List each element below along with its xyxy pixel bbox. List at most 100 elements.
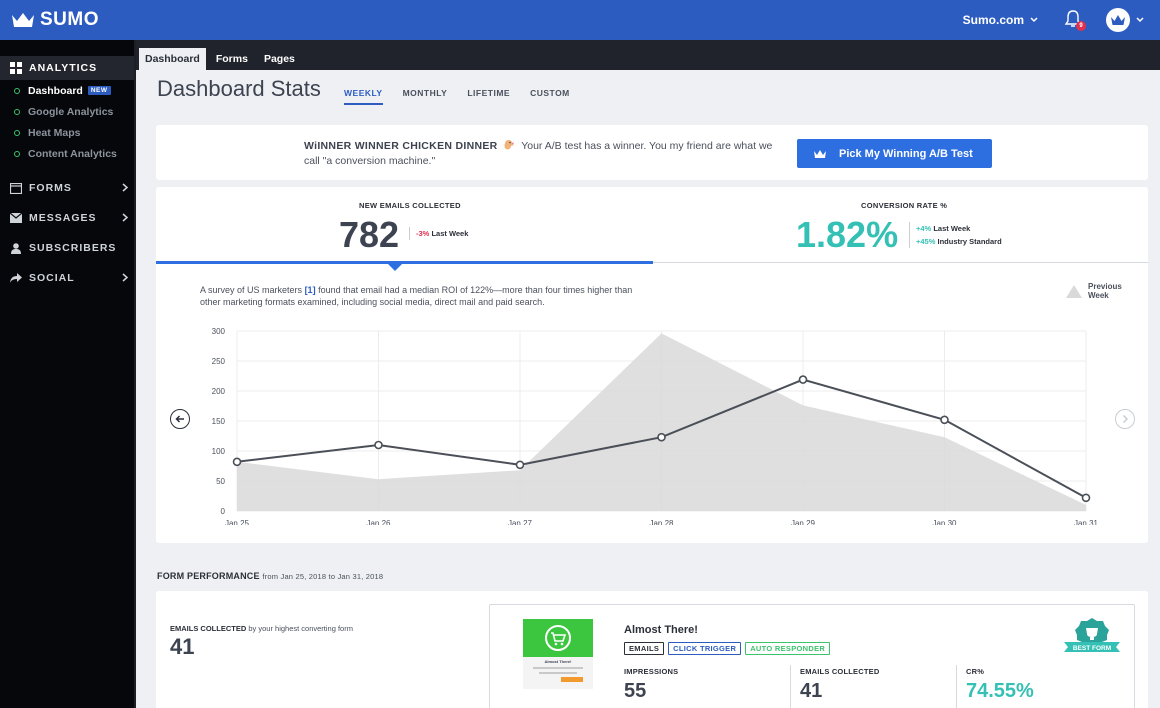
thumbnail-title: Almost There! [544,659,572,664]
period-tab-monthly[interactable]: MONTHLY [402,88,448,98]
emails-collected-label: EMAILS COLLECTED by your highest convert… [170,624,353,633]
tag-auto-responder: AUTO RESPONDER [745,642,831,655]
x-tick-label: Jan 29 [791,519,816,525]
tab-forms[interactable]: Forms [215,53,248,65]
tab-dashboard[interactable]: Dashboard [139,48,206,70]
survey-note: A survey of US marketers [1] found that … [200,284,640,308]
active-stat-caret [388,264,402,271]
chevron-right-icon [1122,414,1129,424]
sidebar-item-heat-maps[interactable]: Heat Maps [0,122,134,143]
arrow-left-icon [175,415,184,423]
button-label: Pick My Winning A/B Test [839,147,973,160]
emails-change-value: -3% [416,229,430,238]
metric-impressions: IMPRESSIONS 55 [624,667,678,703]
previous-week-area [237,333,1086,511]
crown-icon [814,149,826,158]
thumbnail-text-line [539,672,577,674]
next-period-button[interactable] [1115,409,1135,429]
conversion-stat-label: CONVERSION RATE % [861,201,948,210]
chicken-icon [503,139,515,151]
data-point [657,432,666,442]
chevron-down-icon[interactable] [1136,17,1144,23]
chevron-right-icon [122,273,128,282]
form-name: Almost There! [624,624,698,636]
y-tick-label: 250 [212,357,226,366]
form-performance-card: EMAILS COLLECTED by your highest convert… [156,591,1148,708]
site-name: Sumo.com [962,13,1024,27]
site-selector[interactable]: Sumo.com [963,13,1038,27]
section-title: FORM PERFORMANCE [157,571,260,581]
sidebar-item-label: Heat Maps [28,126,81,139]
form-thumbnail[interactable]: Almost There! [523,619,593,689]
tab-pages[interactable]: Pages [263,53,295,65]
status-dot [14,129,20,136]
survey-text-after: found that email had a median ROI of 122… [200,285,633,307]
data-point [515,460,525,470]
previous-period-button[interactable] [170,409,190,429]
metric-cr: CR% 74.55% [966,667,1034,703]
form-tags: EMAILS CLICK TRIGGER AUTO RESPONDER [624,642,831,655]
best-form-badge: BEST FORM [1062,616,1122,663]
period-tab-lifetime[interactable]: LIFETIME [467,88,511,98]
sidebar-section-subscribers[interactable]: SUBSCRIBERS [0,233,134,263]
form-performance-title: FORM PERFORMANCE from Jan 25, 2018 to Ja… [157,571,383,581]
page-title: Dashboard Stats [157,76,321,101]
sidebar-item-dashboard[interactable]: Dashboard NEW [0,80,134,101]
conversion-change2-value: +45% [916,237,936,246]
conversion-stat-value: 1.82% [796,214,899,255]
period-tab-custom[interactable]: CUSTOM [530,88,570,98]
emails-stat-change: -3% Last Week [409,227,468,240]
x-tick-label: Jan 26 [366,519,391,525]
thumbnail-header [523,619,593,657]
data-point [798,375,808,384]
top-bar: SUMO Sumo.com 9 [0,0,1160,40]
person-icon [10,242,22,254]
metric-divider [956,665,957,708]
cart-icon [545,625,571,651]
y-tick-label: 300 [212,327,226,336]
emails-collected-value: 41 [170,634,195,659]
data-point [940,415,949,425]
status-dot [14,108,20,115]
sidebar-section-label: SOCIAL [29,272,75,284]
sidebar-section-label: ANALYTICS [29,62,98,74]
stats-card: NEW EMAILS COLLECTED 782 -3% Last Week C… [156,187,1148,543]
survey-reference-link[interactable]: [1] [304,285,316,295]
pick-winning-ab-test-button[interactable]: Pick My Winning A/B Test [797,139,992,168]
sidebar-section-messages[interactable]: MESSAGES [0,203,134,233]
x-tick-label: Jan 30 [932,519,957,525]
data-point [232,457,242,467]
envelope-icon [10,212,22,224]
sidebar-section-analytics[interactable]: ANALYTICS [0,56,134,80]
avatar[interactable] [1106,8,1130,32]
notifications-button[interactable]: 9 [1064,9,1086,31]
tag-emails: EMAILS [624,642,665,655]
line-chart: 0 50 100 150 200 250 300 Jan 25 Jan 26 Jan 27 Jan … [212,327,1099,525]
y-tick-label: 100 [212,447,226,456]
sidebar-section-forms[interactable]: FORMS [0,173,134,203]
sidebar-section-social[interactable]: SOCIAL [0,263,134,293]
chevron-right-icon [122,213,128,222]
x-tick-label: Jan 31 [1074,519,1099,525]
winner-banner: WiINNER WINNER CHICKEN DINNER Your A/B t… [156,125,1148,180]
metric-divider [790,665,791,708]
sidebar-item-content-analytics[interactable]: Content Analytics [0,143,134,164]
legend-label: Previous Week [1088,282,1122,300]
best-form-panel[interactable]: Almost There! Almost There! EMAILS CLICK… [489,604,1135,708]
new-badge: NEW [87,86,111,95]
sidebar-item-label: Google Analytics [28,105,114,118]
sumo-logo[interactable]: SUMO [10,9,99,31]
sidebar-section-label: MESSAGES [29,212,97,224]
data-point [374,440,383,450]
banner-headline: WiINNER WINNER CHICKEN DINNER [304,140,498,152]
sidebar-item-google-analytics[interactable]: Google Analytics [0,101,134,122]
crown-icon [12,13,34,27]
period-tab-weekly[interactable]: WEEKLY [344,88,383,105]
label-bold: EMAILS COLLECTED [170,624,247,633]
sidebar: ANALYTICS Dashboard NEW Google Analytics… [0,40,136,708]
status-dot [14,150,20,157]
metric-value: 55 [624,680,647,702]
emails-change-label: Last Week [431,229,469,238]
sidebar-section-label: SUBSCRIBERS [29,242,117,254]
emails-tab-indicator [156,261,653,264]
